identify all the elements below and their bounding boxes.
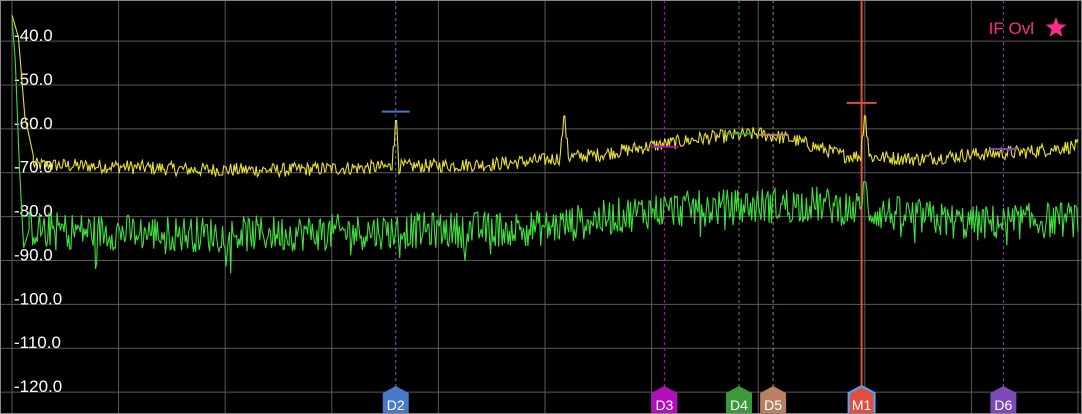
annotation: IF Ovl [989,17,1067,38]
marker-tag-label: D4 [730,397,748,413]
annotation-text: IF Ovl [989,19,1034,38]
marker-tag-m1[interactable]: M1 [847,384,876,414]
marker-tag-shape [382,386,409,414]
marker-tag-shape [760,386,787,414]
marker-tag-shape [726,386,753,414]
marker-levels [381,101,1018,150]
marker-tags: D2 D3 D4 D5 M1 D6 [382,384,1017,414]
marker-tag-d5[interactable]: D5 [760,386,787,414]
y-tick-label: -120.0 [14,377,62,396]
series-line-1 [11,15,1079,179]
y-tick-label: -90.0 [14,245,53,264]
marker-tag-shape [651,386,678,414]
star-icon [1045,17,1067,37]
y-tick-label: -60.0 [14,114,53,133]
marker-tag-d6[interactable]: D6 [990,386,1017,414]
y-tick-label: -50.0 [14,70,53,89]
marker-tag-label: D3 [655,397,673,413]
marker-tag-label: D6 [994,397,1012,413]
marker-tag-d3[interactable]: D3 [651,386,678,414]
marker-tag-d4[interactable]: D4 [726,386,753,414]
marker-tag-label: D2 [387,397,405,413]
marker-tag-label: M1 [852,397,872,413]
y-axis-ticks: -40.0 -50.0 -60.0 -70.0 -80.0 -90.0 -100.0 -110… [14,26,62,396]
y-tick-label: -80.0 [14,202,53,221]
y-tick-label: -40.0 [14,26,53,45]
marker-tag-shape [990,386,1017,414]
marker-tag-d2[interactable]: D2 [382,386,409,414]
series-line-2 [11,19,1079,274]
y-tick-label: -110.0 [14,333,61,352]
y-tick-label: -70.0 [14,158,53,177]
marker-tag-label: D5 [764,397,782,413]
marker-tag-shape [847,384,876,414]
y-tick-label: -100.0 [14,289,62,308]
traces [11,15,1079,274]
